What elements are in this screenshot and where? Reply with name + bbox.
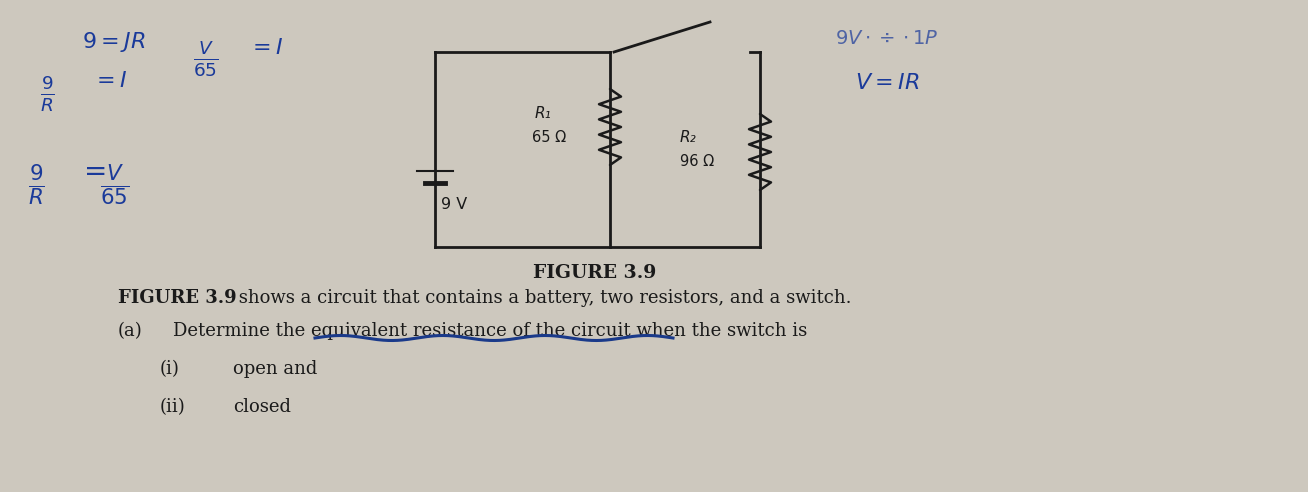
Text: open and: open and <box>233 360 318 378</box>
Text: R₁: R₁ <box>535 105 552 121</box>
Text: closed: closed <box>233 398 290 416</box>
Text: (a): (a) <box>118 322 143 340</box>
Text: (i): (i) <box>160 360 181 378</box>
Text: $= I$: $= I$ <box>249 37 284 59</box>
Text: $9 = JR$: $9 = JR$ <box>82 30 145 54</box>
Text: shows a circuit that contains a battery, two resistors, and a switch.: shows a circuit that contains a battery,… <box>233 289 852 307</box>
Text: Determine the equivalent resistance of the circuit when the switch is: Determine the equivalent resistance of t… <box>173 322 807 340</box>
Text: $\frac{9}{R}$: $\frac{9}{R}$ <box>41 74 55 114</box>
Text: 9 V: 9 V <box>441 197 467 212</box>
Text: FIGURE 3.9: FIGURE 3.9 <box>118 289 237 307</box>
Text: $\frac{V}{65}$: $\frac{V}{65}$ <box>194 39 218 79</box>
Text: 65 Ω: 65 Ω <box>532 129 566 145</box>
Text: $\frac{V}{65}$: $\frac{V}{65}$ <box>99 162 129 208</box>
Text: (ii): (ii) <box>160 398 186 416</box>
Text: $9V \cdot \div \cdot 1P$: $9V \cdot \div \cdot 1P$ <box>835 30 938 48</box>
Text: $=$: $=$ <box>78 157 106 184</box>
Text: FIGURE 3.9: FIGURE 3.9 <box>534 264 657 282</box>
Text: $\frac{9}{R}$: $\frac{9}{R}$ <box>27 162 44 208</box>
Text: $= I$: $= I$ <box>92 70 127 92</box>
Text: 96 Ω: 96 Ω <box>680 154 714 170</box>
Text: R₂: R₂ <box>680 130 697 146</box>
Text: $V = IR$: $V = IR$ <box>855 72 920 94</box>
